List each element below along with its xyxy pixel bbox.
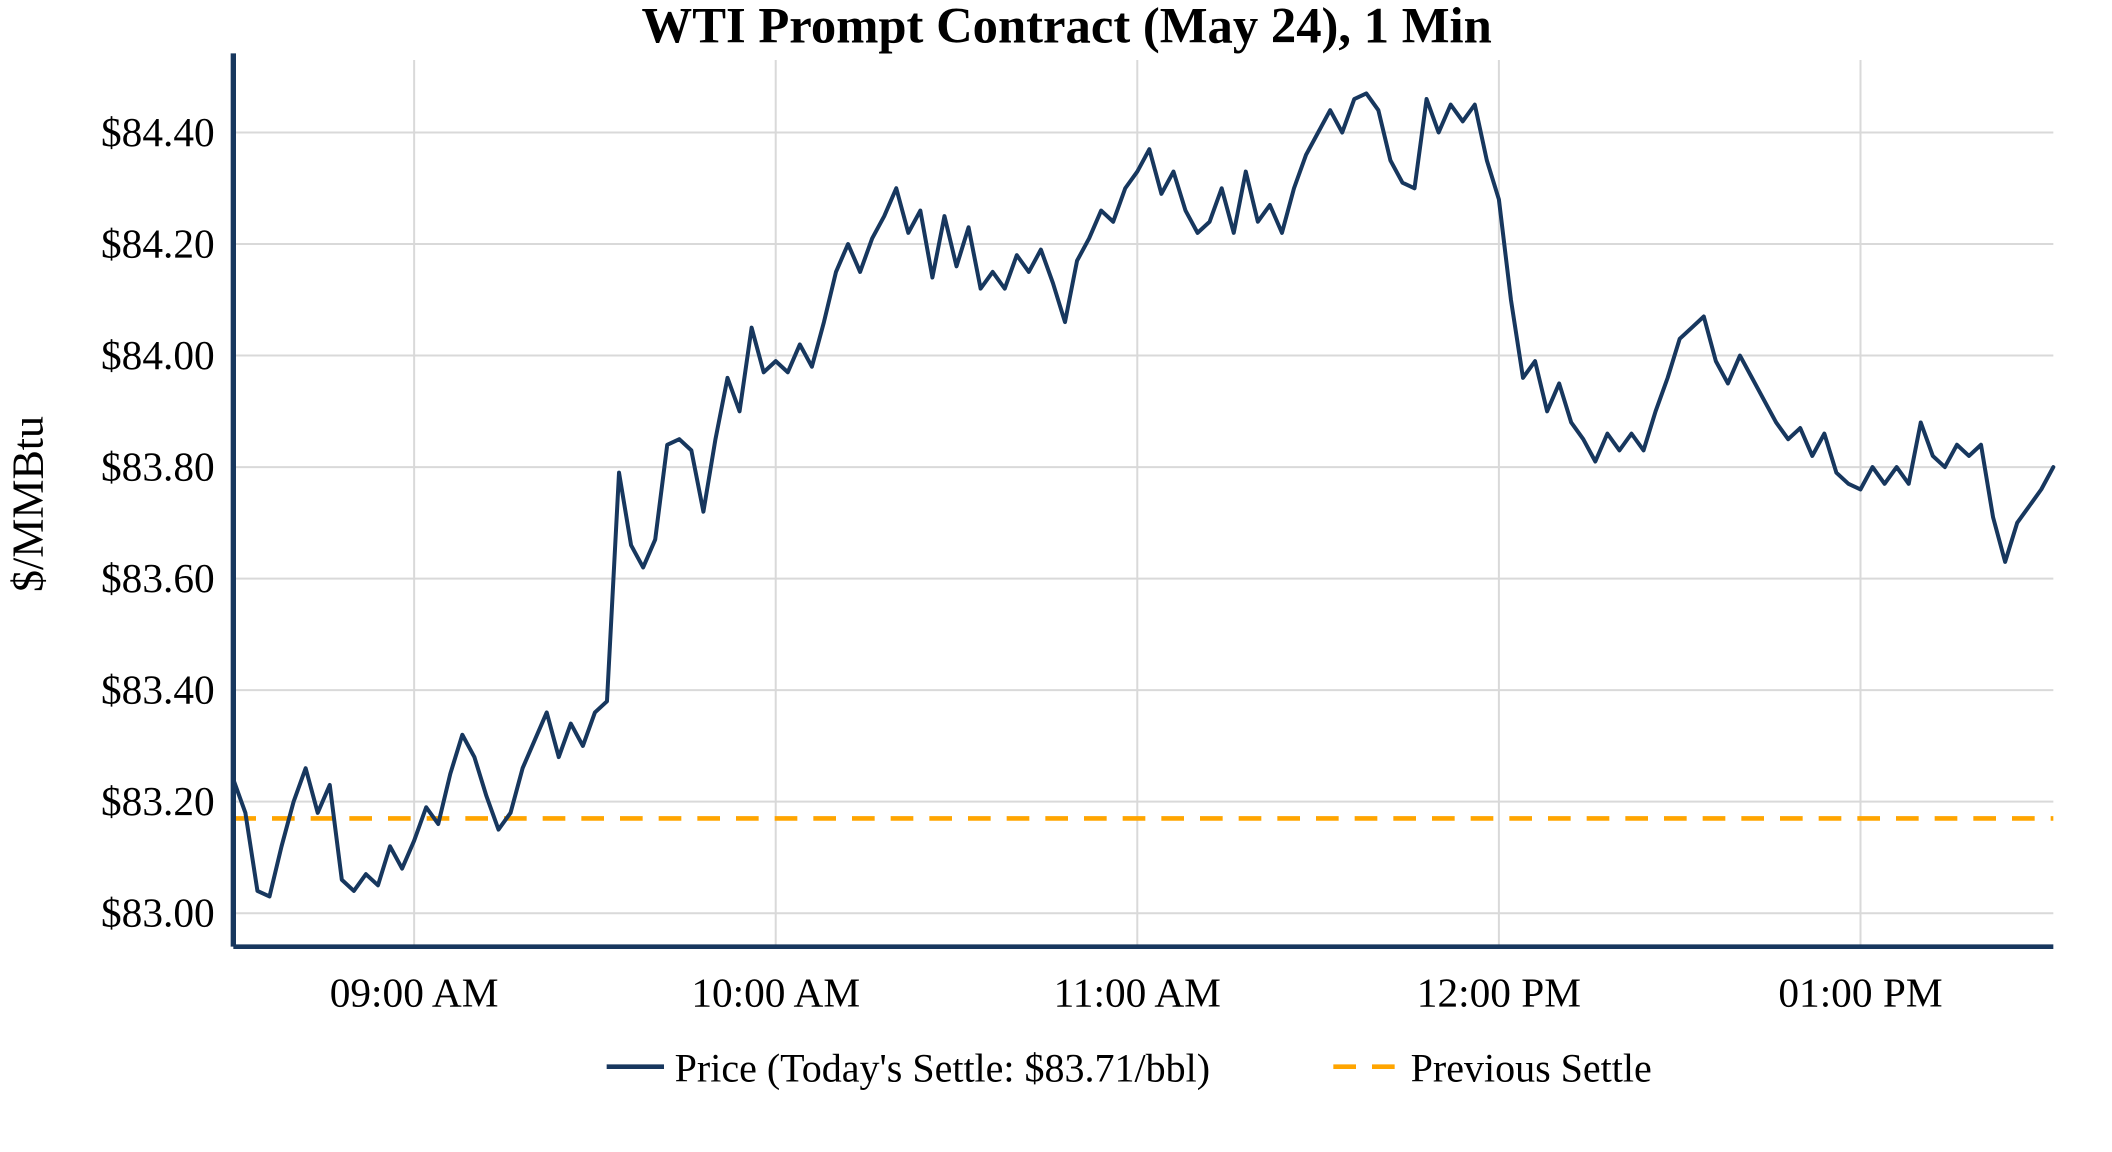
grid-lines: [233, 60, 2054, 947]
tick-labels: $83.00 $83.20 $83.40 $83.60 $83.80 $84.00 $84.…: [101, 109, 1943, 1016]
y-tick-label: $83.00: [101, 890, 215, 936]
x-tick-label: 10:00 AM: [691, 970, 860, 1016]
y-tick-label: $83.80: [101, 443, 215, 489]
y-axis-label: $/MMBtu: [4, 416, 53, 592]
x-tick-label: 09:00 AM: [330, 970, 499, 1016]
y-tick-label: $83.60: [101, 555, 215, 601]
chart-title: WTI Prompt Contract (May 24), 1 Min: [642, 0, 1492, 54]
legend-price-label: Price (Today's Settle: $83.71/bbl): [675, 1045, 1210, 1090]
y-tick-label: $84.40: [101, 109, 215, 155]
x-tick-label: 11:00 AM: [1054, 970, 1221, 1016]
y-tick-label: $84.00: [101, 332, 215, 378]
legend-previous-settle-label: Previous Settle: [1411, 1045, 1652, 1090]
x-tick-label: 01:00 PM: [1778, 970, 1942, 1016]
x-tick-label: 12:00 PM: [1417, 970, 1581, 1016]
series-lines: [231, 91, 2056, 899]
y-tick-label: $83.20: [101, 778, 215, 824]
y-tick-label: $84.20: [101, 220, 215, 266]
y-tick-label: $83.40: [101, 666, 215, 712]
axes: [230, 53, 2054, 949]
price-line: [231, 91, 2056, 899]
legend: Price (Today's Settle: $83.71/bbl) Previ…: [606, 1045, 1652, 1090]
